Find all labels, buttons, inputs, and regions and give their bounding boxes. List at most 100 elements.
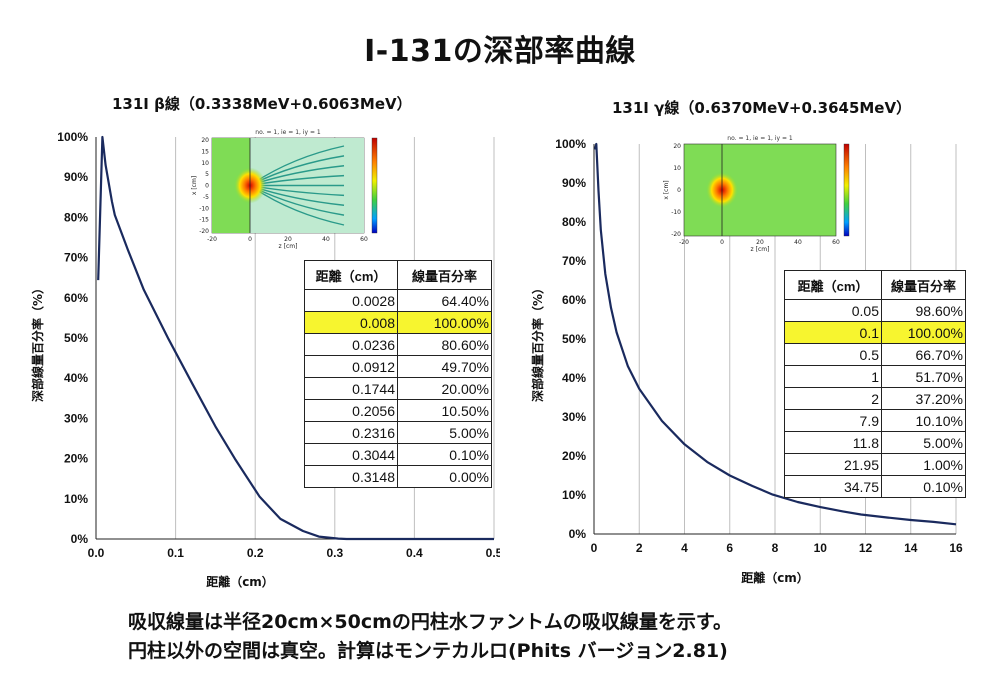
table-row: 0.008 100.00% — [304, 311, 492, 334]
inset-x-tick: 40 — [794, 239, 802, 246]
x-tick-label: 0.0 — [88, 546, 105, 560]
table-cell-distance: 0.0912 — [304, 355, 398, 378]
gamma-data-table: 距離（cm） 線量百分率 0.05 98.60% 0.1 100.00% 0.5 66.7… — [784, 270, 966, 498]
table-cell-dose: 1.00% — [881, 453, 966, 476]
chart-1-x-ticks: 0.0 0.1 0.2 0.3 0.4 0.5 — [88, 546, 500, 560]
table-row: 0.3148 0.00% — [304, 465, 492, 488]
table-cell-distance: 0.1 — [784, 321, 882, 344]
inset-x-tick: 60 — [832, 239, 840, 246]
table-row: 0.3044 0.10% — [304, 443, 492, 466]
y-tick-label: 90% — [64, 170, 88, 184]
table-cell-distance: 7.9 — [784, 409, 882, 432]
table-cell-distance: 0.3044 — [304, 443, 398, 466]
y-tick-label: 60% — [64, 291, 88, 305]
y-tick-label: 10% — [562, 488, 586, 502]
table-row: 0.2316 5.00% — [304, 421, 492, 444]
table-cell-distance: 0.1744 — [304, 377, 398, 400]
table-cell-dose: 64.40% — [397, 289, 492, 312]
inset-x-tick: 20 — [284, 236, 292, 243]
y-tick-label: 10% — [64, 492, 88, 506]
table-cell-distance: 1 — [784, 365, 882, 388]
gamma-depth-dose-chart: 0% 10% 20% 30% 40% 50% 60% 70% 80% 90% 100% 0 2 4 6 8 1… — [530, 135, 963, 585]
inset-y-tick: 20 — [201, 137, 209, 144]
footer-note-line-1: 吸収線量は半径20cm×50cmの円柱水ファントムの吸収線量を示す。 — [128, 611, 733, 633]
table-row: 0.0912 49.70% — [304, 355, 492, 378]
page-title: I-131の深部率曲線 — [364, 34, 636, 69]
chart-2-y-axis-label: 深部線量百分率（%） — [530, 282, 545, 402]
y-tick-label: 30% — [64, 411, 88, 425]
table-cell-distance: 0.5 — [784, 343, 882, 366]
x-tick-label: 8 — [772, 541, 779, 555]
table-cell-dose: 5.00% — [881, 431, 966, 454]
table-row: 0.5 66.70% — [784, 343, 966, 366]
table-row: 0.0236 80.60% — [304, 333, 492, 356]
x-tick-label: 0.3 — [326, 546, 343, 560]
y-tick-label: 0% — [71, 532, 89, 546]
inset-y-tick: -20 — [671, 231, 681, 238]
table-cell-distance: 0.0028 — [304, 289, 398, 312]
y-tick-label: 40% — [562, 371, 586, 385]
table-cell-distance: 2 — [784, 387, 882, 410]
table-row: 0.05 98.60% — [784, 299, 966, 322]
inset-y-tick: 5 — [205, 171, 209, 178]
table-cell-dose: 100.00% — [397, 311, 492, 334]
x-tick-label: 0.4 — [406, 546, 423, 560]
inset-x-tick: 0 — [720, 239, 724, 246]
table-cell-distance: 11.8 — [784, 431, 882, 454]
inset-colorbar — [843, 143, 850, 237]
y-tick-label: 50% — [64, 331, 88, 345]
x-tick-label: 6 — [726, 541, 733, 555]
chart-1-series — [97, 135, 494, 541]
chart-2-x-axis-label: 距離（cm） — [741, 570, 809, 585]
table-cell-distance: 34.75 — [784, 475, 882, 498]
inset-y-tick: 10 — [673, 165, 681, 172]
table-cell-distance: 0.3148 — [304, 465, 398, 488]
inset-x-label: z [cm] — [279, 243, 298, 250]
inset-y-tick: 0 — [205, 183, 209, 190]
table-cell-dose: 10.50% — [397, 399, 492, 422]
chart-2-series — [594, 142, 957, 526]
x-tick-label: 2 — [636, 541, 643, 555]
y-tick-label: 100% — [57, 130, 88, 144]
table-cell-distance: 0.0236 — [304, 333, 398, 356]
inset-y-tick: 20 — [673, 143, 681, 150]
inset-x-tick: -20 — [207, 236, 217, 243]
inset-title: no. = 1, ie = 1, iy = 1 — [727, 135, 793, 142]
x-tick-label: 12 — [859, 541, 873, 555]
x-tick-label: 0.5 — [486, 546, 500, 560]
inset-x-tick: 40 — [322, 236, 330, 243]
table-cell-dose: 98.60% — [881, 299, 966, 322]
x-tick-label: 16 — [949, 541, 963, 555]
inset-y-tick: -10 — [199, 205, 209, 212]
beta-data-table: 距離（cm） 線量百分率 0.0028 64.40% 0.008 100.00% 0.0… — [304, 260, 492, 488]
table-row: 1 51.70% — [784, 365, 966, 388]
table-row: 34.75 0.10% — [784, 475, 966, 498]
table-row: 11.8 5.00% — [784, 431, 966, 454]
y-tick-label: 20% — [64, 452, 88, 466]
footer-note-line-2: 円柱以外の空間は真空。計算はモンテカルロ(Phits バージョン2.81) — [128, 640, 728, 662]
inset-colorbar — [371, 137, 378, 234]
x-tick-label: 4 — [681, 541, 688, 555]
table-row: 21.95 1.00% — [784, 453, 966, 476]
table-row: 0.1744 20.00% — [304, 377, 492, 400]
inset-title: no. = 1, ie = 1, iy = 1 — [255, 129, 321, 136]
table-row: 0.0028 64.40% — [304, 289, 492, 312]
table-cell-dose: 10.10% — [881, 409, 966, 432]
y-tick-label: 80% — [562, 215, 586, 229]
inset-x-tick: 60 — [360, 236, 368, 243]
table-cell-dose: 100.00% — [881, 321, 966, 344]
y-tick-label: 70% — [562, 254, 586, 268]
x-tick-label: 0.1 — [167, 546, 184, 560]
beta-depth-dose-chart: 0% 10% 20% 30% 40% 50% 60% 70% 80% 90% 100% 0.0 0.1… — [30, 129, 500, 589]
y-tick-label: 80% — [64, 210, 88, 224]
table-cell-dose: 80.60% — [397, 333, 492, 356]
chart-2-axes — [593, 144, 956, 535]
table-cell-dose: 0.10% — [397, 443, 492, 466]
x-tick-label: 10 — [814, 541, 828, 555]
inset-x-tick: 20 — [756, 239, 764, 246]
table-row: 2 37.20% — [784, 387, 966, 410]
inset-y-tick: 0 — [677, 187, 681, 194]
table-1-header-distance: 距離（cm） — [304, 260, 398, 290]
chart-1-y-ticks: 0% 10% 20% 30% 40% 50% 60% 70% 80% 90% 100% — [57, 130, 88, 546]
chart-2-inset: no. = 1, ie = 1, iy = 1 -20 0 20 40 60 20 10 0 -1… — [663, 135, 850, 253]
